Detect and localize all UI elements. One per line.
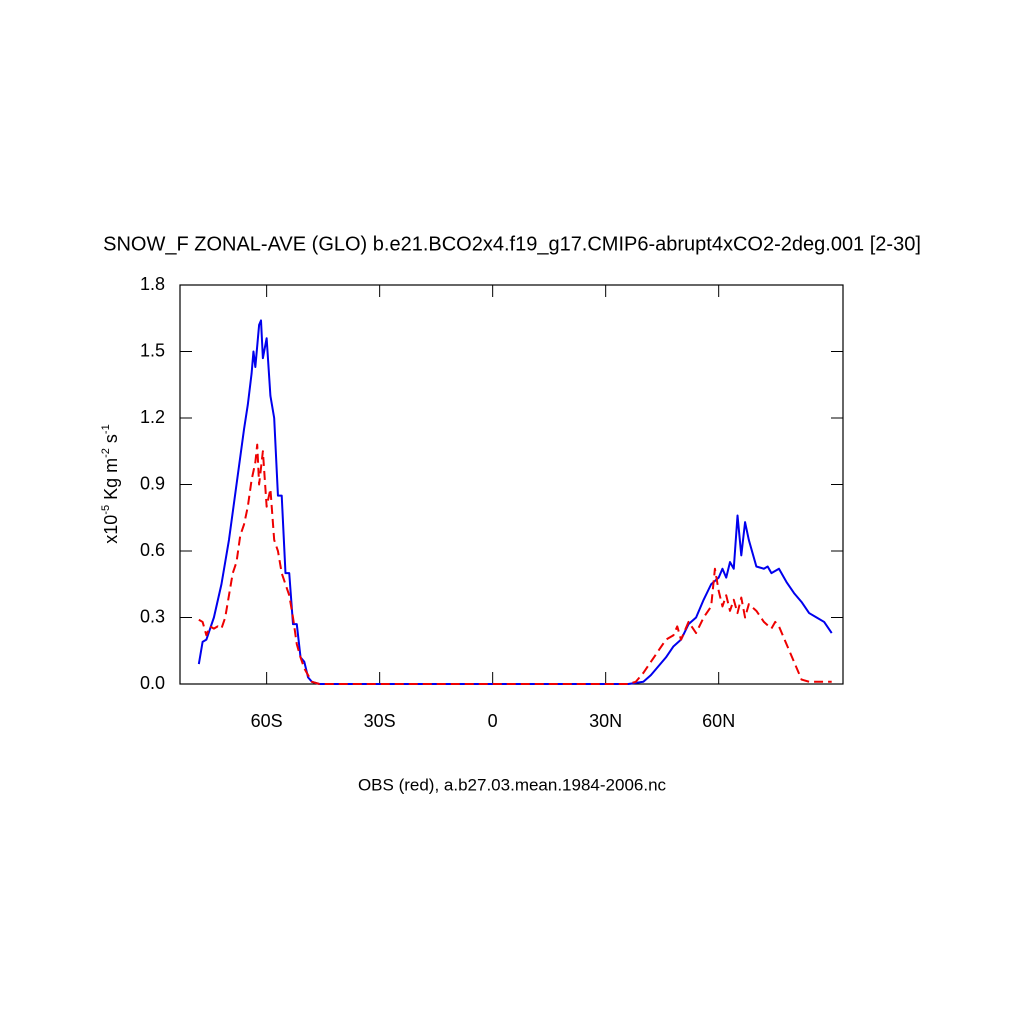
y-label-text: Kg m — [101, 458, 121, 505]
plot-frame — [179, 284, 844, 685]
y-tick-label: 0.9 — [140, 473, 165, 493]
x-tick-label: 60S — [251, 711, 283, 731]
y-label-text: x10 — [101, 515, 121, 544]
x-tick-label: 60N — [702, 711, 735, 731]
chart-title: SNOW_F ZONAL-AVE (GLO) b.e21.BCO2x4.f19_… — [103, 233, 921, 255]
x-tick-label: 30S — [364, 711, 396, 731]
y-tick-label: 1.8 — [140, 274, 165, 294]
y-tick-label: 1.2 — [140, 407, 165, 427]
x-tick-label: 30N — [589, 711, 622, 731]
y-tick-label: 0.0 — [140, 673, 165, 693]
y-label-superscript: -5 — [100, 505, 112, 515]
y-axis-label: x10-5 Kg m-2 s-1 — [100, 424, 121, 543]
data-line — [198, 443, 832, 685]
x-axis-label: OBS (red), a.b27.03.mean.1984-2006.nc — [358, 775, 667, 794]
x-tick-label: 0 — [488, 711, 498, 731]
y-label-text: s — [101, 434, 121, 448]
y-tick-label: 0.3 — [140, 606, 165, 626]
y-label-superscript: -2 — [100, 448, 112, 458]
y-label-superscript: -1 — [100, 424, 112, 434]
y-tick-label: 0.6 — [140, 540, 165, 560]
y-tick-label: 1.5 — [140, 340, 165, 360]
